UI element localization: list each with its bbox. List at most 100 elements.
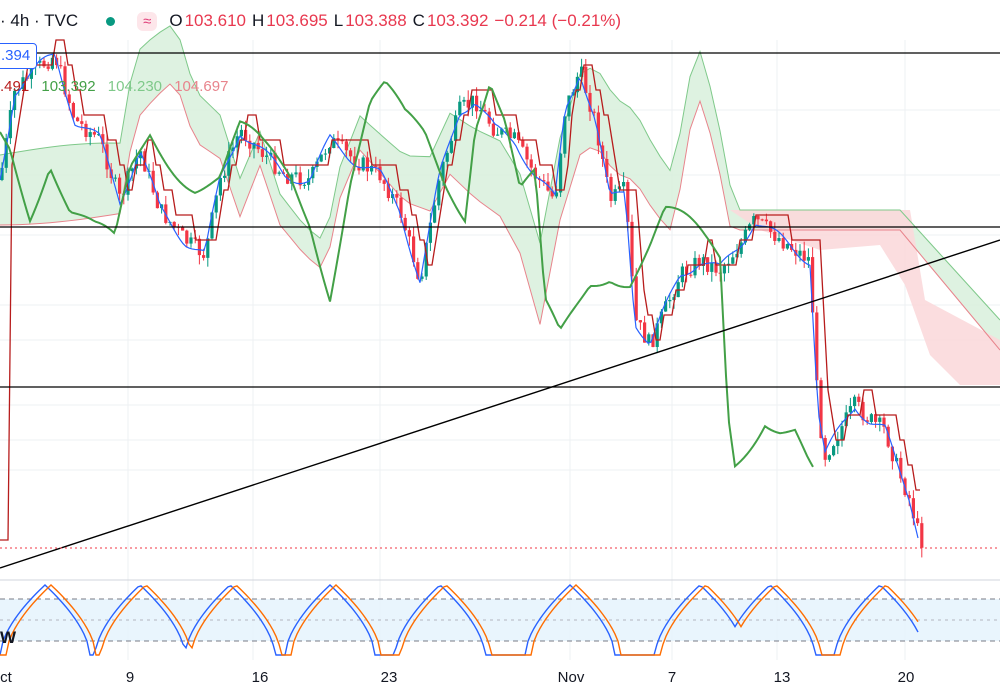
candle-body (42, 60, 46, 67)
candle-body (395, 194, 399, 198)
candle-body (781, 238, 785, 249)
wave-icon[interactable]: ≈ (137, 11, 158, 31)
candle-body (76, 117, 80, 122)
status-dot-icon (106, 16, 116, 26)
candle-body (319, 154, 323, 162)
x-axis-label: 9 (125, 669, 135, 686)
candle-body (403, 217, 407, 231)
candle-body (197, 238, 201, 256)
candle-body (202, 255, 206, 258)
candle-body (693, 257, 697, 276)
candle-body (680, 266, 684, 283)
candle-body (63, 66, 67, 95)
stochastic-label: W (0, 628, 17, 647)
candle-body (416, 262, 420, 279)
candle-body (664, 301, 668, 312)
candle-body (382, 180, 386, 184)
candle-body (836, 439, 840, 447)
candle-body (605, 158, 609, 177)
candle-body (59, 65, 63, 67)
stoch-d-line (0, 584, 919, 656)
candle-body (550, 190, 554, 197)
lagging-span (0, 81, 814, 469)
candle-body (701, 257, 705, 266)
candle-body (458, 101, 462, 116)
candle-body (777, 238, 781, 241)
candle-body (357, 166, 361, 171)
indicator-values: .491 103.392 104.230 104.697 (0, 78, 236, 95)
symbol-label[interactable]: · 4h · TVC (0, 11, 79, 30)
candle-body (210, 212, 214, 239)
candle-body (806, 257, 810, 261)
status-pill[interactable] (96, 15, 126, 27)
base-line (0, 39, 920, 541)
indicator-value-1: .491 (0, 78, 30, 95)
candle-body (151, 170, 155, 193)
candle-body (181, 227, 185, 231)
candle-body (890, 446, 894, 462)
candle-body (613, 189, 617, 201)
candle-body (609, 176, 613, 201)
candle-body (470, 95, 474, 108)
candle-body (336, 138, 340, 140)
candle-body (231, 147, 235, 152)
candle-body (869, 414, 873, 422)
candle-body (630, 221, 634, 277)
candle-body (323, 153, 327, 155)
candle-body (344, 141, 348, 151)
candle-body (244, 129, 248, 141)
candle-body (118, 177, 122, 194)
candle-body (328, 148, 332, 154)
x-axis-label: 13 (773, 669, 791, 686)
candle-body (575, 76, 579, 93)
candle-body (386, 183, 390, 199)
candle-body (861, 401, 865, 421)
candle-body (92, 132, 96, 135)
x-axis-label: 7 (667, 669, 677, 686)
candle-body (756, 216, 760, 220)
candle-body (840, 426, 844, 440)
candle-body (848, 406, 852, 413)
candle-body (588, 92, 592, 112)
candle-body (218, 177, 222, 196)
candle-body (647, 334, 651, 343)
candle-body (706, 257, 710, 272)
open-label: O (169, 11, 183, 30)
candle-body (827, 455, 831, 460)
candle-body (370, 165, 374, 172)
x-axis-label: 20 (897, 669, 915, 686)
candle-body (265, 155, 269, 157)
span-a-line (0, 25, 1000, 321)
candle-body (592, 111, 596, 113)
candle-body (71, 103, 75, 118)
candle-body (655, 323, 659, 347)
candle-body (517, 132, 521, 140)
candle-body (542, 180, 546, 182)
candle-body (277, 172, 281, 174)
candle-body (697, 257, 701, 266)
stochastic-pane (0, 584, 1000, 656)
indicator-value-4: 104.697 (174, 78, 229, 95)
candle-body (332, 138, 336, 149)
candle-body (622, 182, 626, 187)
drawings[interactable] (0, 52, 1000, 569)
candle-body (529, 159, 533, 168)
x-axis-label: Nov (557, 669, 585, 686)
candle-body (101, 134, 105, 145)
candle-body (920, 523, 924, 548)
candle-body (865, 420, 869, 422)
candle-body (479, 109, 483, 112)
candle-body (521, 139, 525, 147)
candle-body (214, 195, 218, 213)
candle-body (496, 134, 500, 136)
open-value: 103.610 (184, 11, 247, 30)
candle-body (449, 140, 453, 153)
candle-body (878, 417, 882, 422)
candle-body (172, 221, 176, 227)
candle-body (252, 142, 256, 149)
candle-body (911, 498, 915, 519)
candle-body (638, 320, 642, 323)
candle-body (899, 457, 903, 479)
ascending-trendline (0, 239, 1000, 569)
